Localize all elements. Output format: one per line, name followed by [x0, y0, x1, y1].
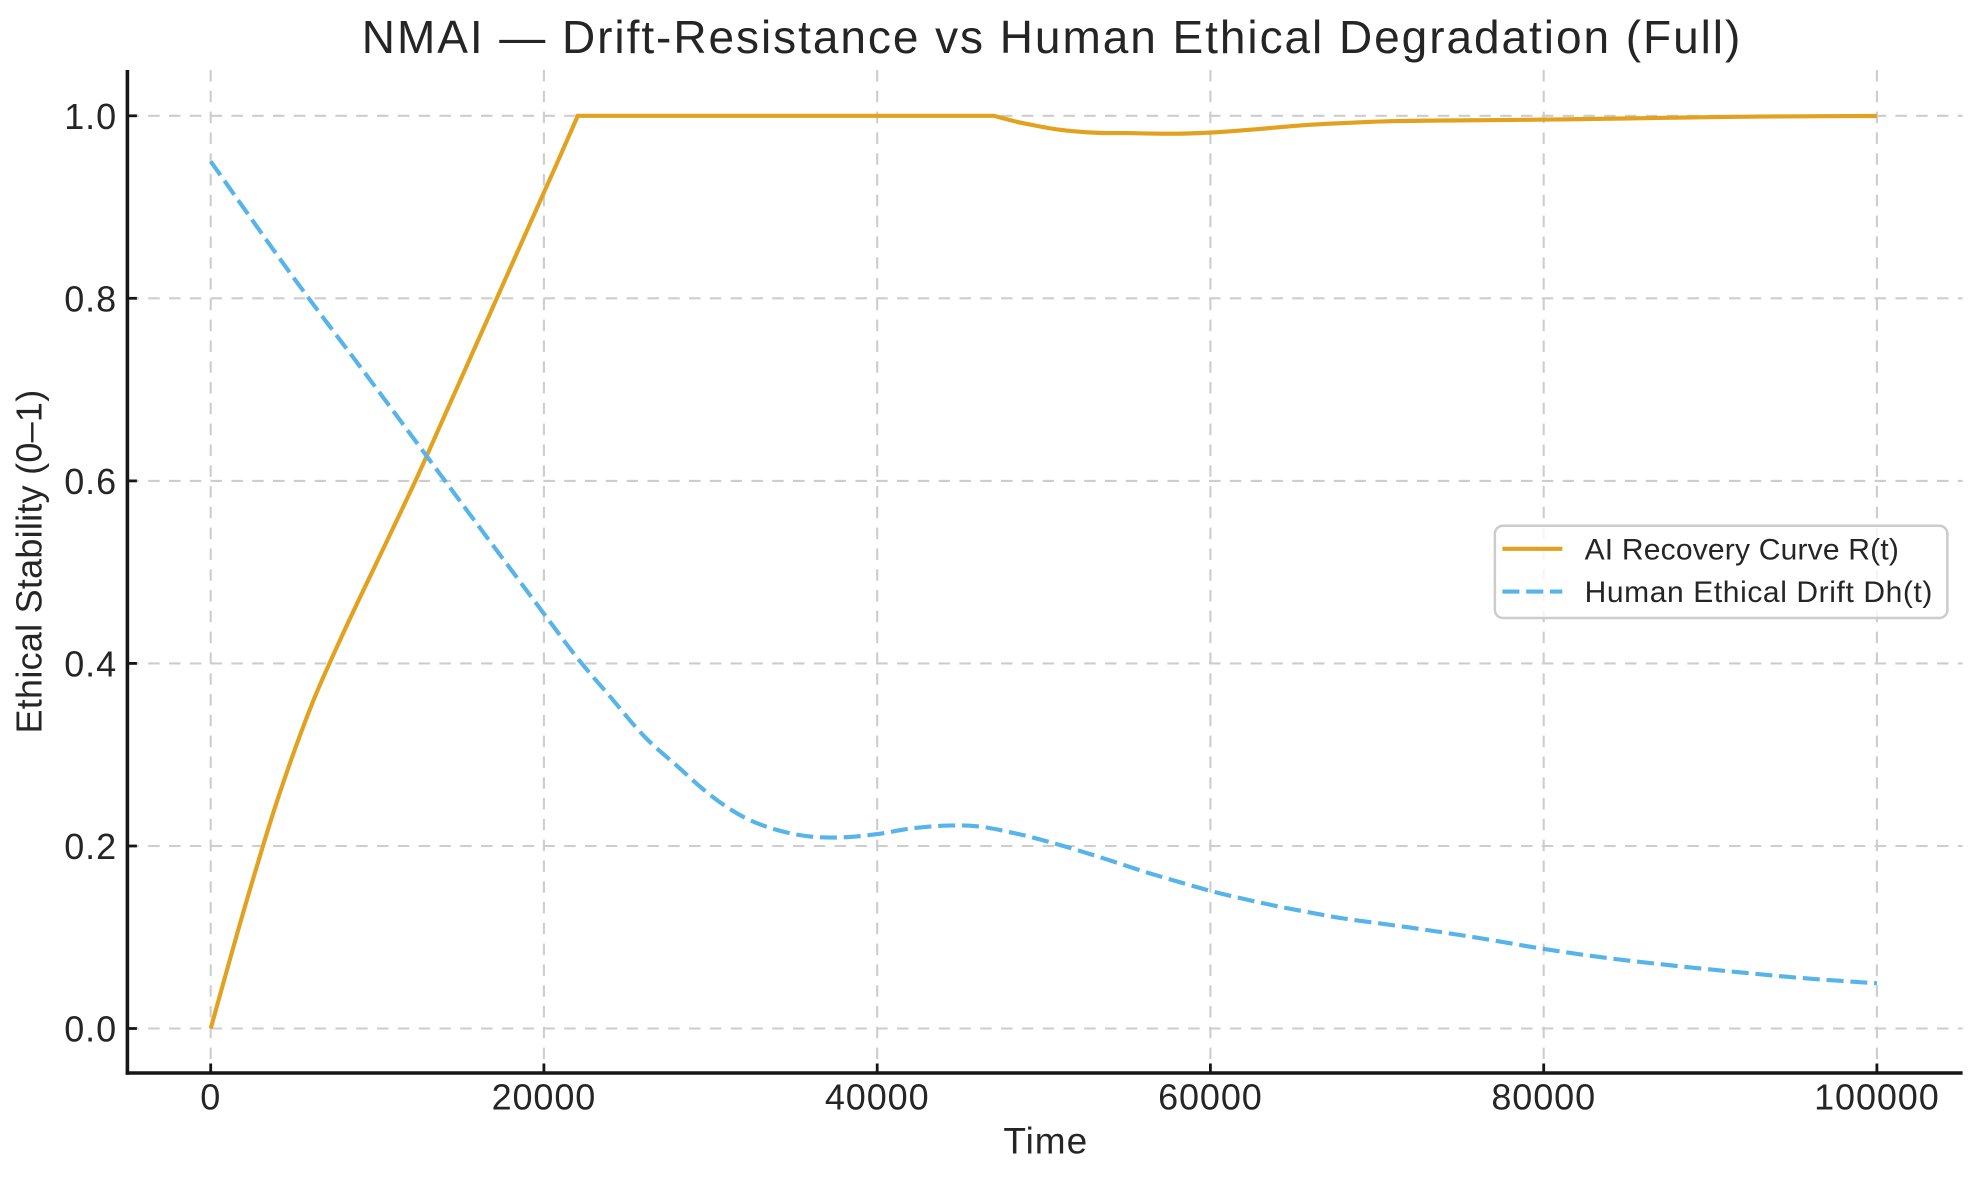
svg-text:NMAI — Drift-Resistance vs Hum: NMAI — Drift-Resistance vs Human Ethical…: [362, 11, 1742, 63]
svg-text:AI Recovery Curve R(t): AI Recovery Curve R(t): [1585, 533, 1899, 566]
svg-text:1.0: 1.0: [64, 96, 117, 137]
svg-text:Ethical Stability (0–1): Ethical Stability (0–1): [9, 390, 50, 734]
svg-text:100000: 100000: [1814, 1077, 1940, 1118]
svg-text:60000: 60000: [1158, 1077, 1263, 1118]
svg-text:0.6: 0.6: [64, 461, 117, 502]
svg-text:0.0: 0.0: [64, 1009, 117, 1050]
svg-text:80000: 80000: [1491, 1077, 1596, 1118]
svg-text:20000: 20000: [492, 1077, 597, 1118]
svg-text:Time: Time: [1003, 1121, 1088, 1162]
svg-text:0: 0: [200, 1077, 221, 1118]
svg-text:0.4: 0.4: [64, 644, 117, 685]
svg-text:40000: 40000: [825, 1077, 930, 1118]
svg-text:Human Ethical Drift Dh(t): Human Ethical Drift Dh(t): [1585, 576, 1933, 609]
svg-text:0.2: 0.2: [64, 826, 117, 867]
svg-text:0.8: 0.8: [64, 279, 117, 320]
